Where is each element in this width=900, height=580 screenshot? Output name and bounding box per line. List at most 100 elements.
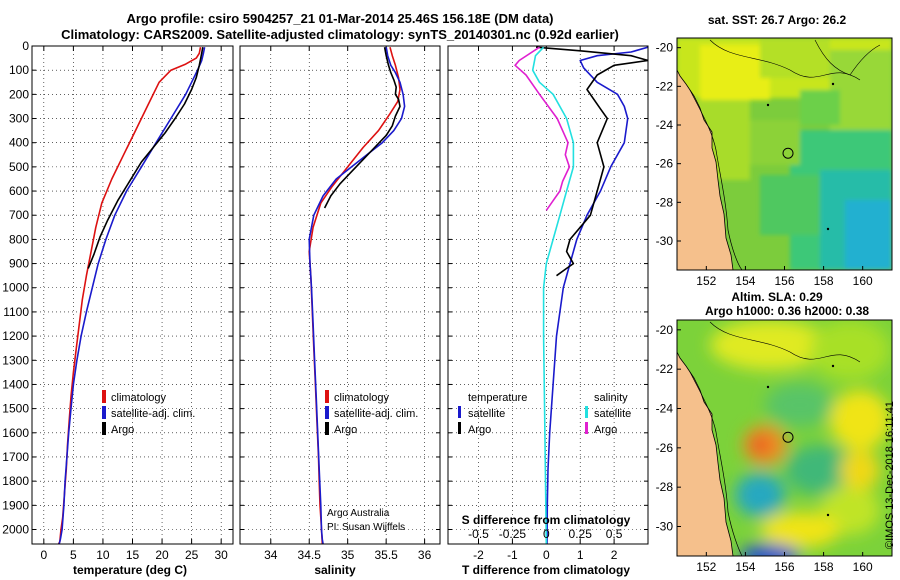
depth-tick-label: 0 (22, 39, 29, 53)
map-lat-tick-label: -20 (656, 41, 674, 55)
depth-tick-label: 1200 (2, 329, 29, 343)
series-line-climatology (57, 47, 202, 544)
depth-axis: 0 100 200 300 400 500 600 700 800 900 1000 1100 1200… (2, 39, 29, 536)
depth-tick-label: 500 (9, 160, 29, 174)
t-difference-axis-label: T difference from climatology (462, 563, 630, 577)
x-tick-label: -1 (507, 548, 518, 562)
s-diff-tick-label: 0.25 (569, 527, 593, 541)
map-lon-tick-label: 156 (774, 560, 794, 574)
legend-label-climatology: climatology (334, 392, 390, 404)
title-line-1: Argo profile: csiro 5904257_21 01-Mar-20… (126, 11, 553, 26)
sla-map-title-1: Altim. SLA: 0.29 (731, 290, 823, 304)
sla-map-title-2: Argo h1000: 0.36 h2000: 0.38 (705, 304, 869, 318)
series-line-salinity-satellite (531, 46, 575, 544)
depth-tick-label: 700 (9, 208, 29, 222)
map-lon-tick-label: 154 (735, 560, 755, 574)
x-tick-label: 36 (418, 548, 432, 562)
legend-label-t-argo: Argo (468, 424, 491, 436)
x-tick-label: 1 (577, 548, 584, 562)
depth-tick-label: 1800 (2, 474, 29, 488)
x-tick-label: 20 (155, 548, 169, 562)
x-tick-label: 30 (214, 548, 228, 562)
sla-map: 152 154 156 158 160 -20 -22 -24 -26 -28 -30 (656, 319, 893, 574)
map-lat-tick-label: -22 (656, 362, 674, 376)
sst-map-profile-marker (782, 147, 794, 159)
x-tick-label: 15 (126, 548, 140, 562)
x-tick-label: 34.5 (298, 548, 322, 562)
map-lat-tick-label: -26 (656, 441, 674, 455)
map-lon-tick-label: 160 (853, 274, 873, 288)
map-lon-tick-label: 152 (696, 560, 716, 574)
legend-swatch-s-argo (585, 422, 588, 434)
sla-map-profile-marker (782, 431, 794, 443)
legend-heading-temperature: temperature (468, 392, 527, 404)
x-tick-label: 10 (96, 548, 110, 562)
series-line-temperature-argo (536, 46, 648, 277)
s-diff-tick-label: 0 (543, 527, 550, 541)
map-lat-tick-label: -30 (656, 234, 674, 248)
x-tick-label: 34 (264, 548, 278, 562)
difference-legend: temperature satellite Argo salinity sate… (458, 392, 631, 436)
legend-swatch-argo (325, 422, 329, 435)
depth-tick-label: 800 (9, 232, 29, 246)
map-lon-tick-label: 160 (853, 560, 873, 574)
legend-label-t-satellite: satellite (468, 408, 505, 420)
legend-swatch-satellite (325, 406, 329, 419)
depth-tick-label: 2000 (2, 522, 29, 536)
temperature-panel: 0 5 10 15 20 25 30 (31, 45, 234, 562)
annotation-pi: PI: Susan Wijffels (327, 522, 405, 533)
depth-tick-label: 1700 (2, 450, 29, 464)
x-tick-label: 0 (543, 548, 550, 562)
x-tick-label: 2 (611, 548, 618, 562)
map-lon-tick-label: 158 (814, 274, 834, 288)
x-tick-label: 35 (341, 548, 355, 562)
map-lat-tick-label: -22 (656, 79, 674, 93)
depth-tick-label: 300 (9, 112, 29, 126)
depth-tick-label: 900 (9, 257, 29, 271)
series-line-satellite-adj-clim- (308, 47, 406, 544)
depth-tick-label: 600 (9, 184, 29, 198)
s-difference-axis-label: S difference from climatology (462, 513, 631, 527)
depth-tick-label: 1400 (2, 377, 29, 391)
salinity-axis-label: salinity (314, 563, 356, 577)
legend-heading-salinity: salinity (594, 392, 628, 404)
legend-label-s-satellite: satellite (594, 408, 631, 420)
sla-map-land (677, 320, 734, 556)
s-diff-tick-label: 0.5 (606, 527, 623, 541)
temperature-axis-label: temperature (deg C) (73, 563, 187, 577)
legend-label-satellite: satellite-adj. clim. (111, 408, 195, 420)
map-lat-tick-label: -30 (656, 520, 674, 534)
legend-swatch-climatology (325, 390, 329, 403)
sst-map: 152 154 156 158 160 -20 -22 -24 -26 -28 -30 (656, 37, 893, 288)
depth-tick-label: 1100 (3, 305, 29, 319)
map-lat-tick-label: -24 (656, 118, 674, 132)
x-tick-label: 35.5 (374, 548, 398, 562)
legend-label-s-argo: Argo (594, 424, 617, 436)
credit-text: ©IMOS 13-Dec-2018 16:11:41 (884, 401, 896, 549)
temperature-legend: climatology satellite-adj. clim. Argo (102, 390, 195, 436)
legend-swatch-t-argo (458, 422, 461, 434)
map-lon-tick-label: 152 (696, 274, 716, 288)
x-tick-label: 25 (185, 548, 199, 562)
sst-map-land (677, 38, 734, 270)
legend-label-argo: Argo (334, 424, 357, 436)
series-line-temperature-satellite (546, 46, 648, 544)
map-lon-tick-label: 156 (774, 274, 794, 288)
depth-tick-label: 100 (9, 63, 29, 77)
map-lat-tick-label: -28 (656, 480, 674, 494)
s-difference-ticks: -0.5 -0.25 0 0.25 0.5 (468, 527, 623, 541)
x-tick-label: 0 (40, 548, 47, 562)
depth-tick-label: 1600 (2, 426, 29, 440)
legend-label-argo: Argo (111, 424, 134, 436)
map-lon-tick-label: 158 (814, 560, 834, 574)
depth-tick-label: 1500 (2, 402, 29, 416)
map-lon-tick-label: 154 (735, 274, 755, 288)
depth-tick-label: 200 (9, 87, 29, 101)
map-lat-tick-label: -28 (656, 195, 674, 209)
series-line-argo (323, 47, 401, 209)
difference-panel: -2 -1 0 1 2 (447, 45, 649, 562)
map-lat-tick-label: -20 (656, 323, 674, 337)
series-line-satellite-adj-clim- (58, 47, 206, 544)
series-line-salinity-argo (514, 46, 571, 211)
